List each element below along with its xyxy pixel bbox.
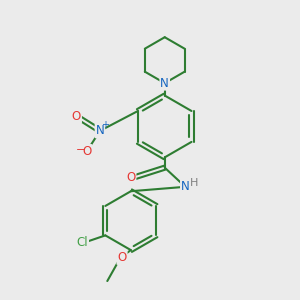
Text: O: O xyxy=(117,251,127,264)
Text: Cl: Cl xyxy=(76,236,88,249)
Text: O: O xyxy=(126,172,136,184)
Text: O: O xyxy=(72,110,81,123)
Text: O: O xyxy=(82,145,91,158)
Text: +: + xyxy=(101,120,109,130)
Text: N: N xyxy=(181,180,190,193)
Text: N: N xyxy=(96,124,104,137)
Text: N: N xyxy=(160,77,169,90)
Text: H: H xyxy=(189,178,198,188)
Text: −: − xyxy=(76,145,85,155)
